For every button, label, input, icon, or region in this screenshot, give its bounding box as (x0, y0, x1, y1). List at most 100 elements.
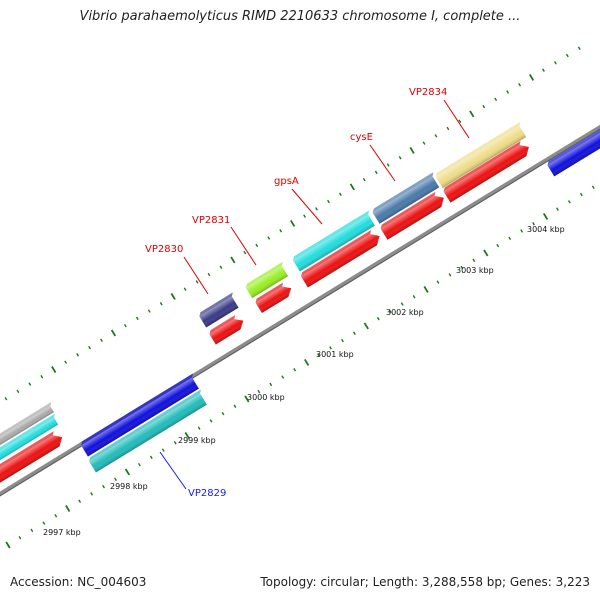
feature-cyan-left[interactable] (0, 413, 61, 467)
scale-tick-inner (78, 499, 82, 503)
feature-gpsa-red[interactable] (300, 228, 383, 288)
scale-tick-outer (506, 90, 510, 94)
feature-vp2830[interactable] (198, 292, 241, 328)
scale-tick-inner (520, 229, 524, 233)
scale-tick-outer (494, 97, 498, 102)
scale-tick-outer (290, 219, 296, 227)
scale-tick-outer (446, 126, 450, 131)
scale-tick-inner (556, 207, 559, 211)
scale-label-3004: 3004 kbp (527, 225, 565, 234)
scale-tick-inner (483, 249, 489, 257)
scale-tick-inner (317, 353, 321, 357)
scale-tick-outer (327, 199, 330, 204)
scale-tick-inner (221, 411, 225, 416)
scale-label-2998: 2998 kbp (110, 482, 148, 491)
scale-tick-inner (54, 514, 58, 518)
scale-tick-inner (30, 528, 34, 533)
scale-tick-inner (423, 285, 429, 293)
gene-label-vp2831[interactable]: VP2831 (192, 215, 230, 226)
accession-text: Accession: NC_004603 (10, 575, 147, 589)
scale-tick-outer (315, 207, 318, 211)
gene-label-vp2830[interactable]: VP2830 (145, 244, 183, 255)
scale-tick-outer (398, 156, 402, 160)
scale-tick-outer (409, 146, 415, 154)
scale-tick-inner (161, 448, 165, 452)
scale-tick-outer (16, 389, 20, 394)
feature-vp2831-red[interactable] (254, 280, 294, 314)
scale-tick-inner (197, 426, 201, 430)
scale-tick-inner (341, 338, 344, 343)
gene-features (0, 119, 600, 485)
feature-gpsa[interactable] (292, 210, 378, 272)
scale-tick-outer (183, 287, 187, 291)
scale-tick-outer (230, 256, 236, 264)
leader-vp2831 (230, 226, 257, 266)
scale-tick-inner (436, 280, 440, 284)
scale-tick-outer (374, 170, 378, 175)
scale-tick-outer (28, 382, 32, 386)
feature-blue-right[interactable] (546, 119, 600, 177)
scale-tick-outer (51, 366, 57, 373)
feature-gray[interactable] (0, 402, 57, 454)
scale-tick-inner (304, 358, 310, 366)
scale-tick-outer (565, 53, 569, 58)
scale-label-3001: 3001 kbp (316, 350, 354, 359)
feature-vp2831[interactable] (244, 261, 290, 299)
scale-label-3000: 3000 kbp (247, 393, 285, 402)
scale-ticks (4, 46, 595, 549)
gene-label-gpsa[interactable]: gpsA (274, 176, 299, 187)
scale-tick-inner (281, 375, 285, 379)
scale-tick-outer (469, 110, 475, 118)
scale-tick-outer (386, 163, 390, 167)
scale-tick-inner (542, 212, 549, 220)
scale-tick-inner (591, 185, 595, 189)
scale-tick-inner (114, 477, 117, 482)
gene-label-cyse[interactable]: cysE (350, 132, 373, 143)
scale-tick-inner (124, 468, 131, 476)
scale-tick-outer (195, 280, 199, 284)
scale-tick-inner (102, 484, 105, 489)
gene-labels: VP2830 VP2831 gpsA cysE VP2834 VP2829 (145, 87, 447, 499)
scale-tick-outer (4, 396, 8, 401)
scale-tick-inner (329, 346, 332, 350)
scale-tick-inner (376, 316, 380, 321)
feature-cyse[interactable] (371, 172, 442, 224)
leader-vp2830 (183, 256, 209, 295)
feature-vp2834[interactable] (434, 121, 529, 189)
scale-tick-outer (207, 272, 211, 277)
leader-vp2834 (443, 99, 470, 139)
scale-tick-inner (567, 200, 571, 204)
scale-tick-outer (303, 214, 307, 218)
feature-vp2830-red[interactable] (208, 313, 247, 345)
scale-tick-inner (65, 505, 71, 512)
gene-label-vp2834[interactable]: VP2834 (409, 87, 447, 98)
scale-tick-outer (135, 316, 139, 321)
scale-tick-inner (137, 462, 141, 467)
genome-summary-text: Topology: circular; Length: 3,288,558 bp… (260, 575, 590, 589)
scale-tick-outer (338, 192, 342, 196)
feature-blue-vp2829[interactable] (80, 373, 202, 457)
scale-tick-outer (528, 73, 535, 81)
scale-tick-outer (267, 236, 271, 240)
scale-tick-inner (233, 404, 237, 408)
gene-label-vp2829[interactable]: VP2829 (188, 488, 226, 499)
leader-vp2829 (159, 451, 187, 490)
scale-tick-outer (553, 61, 557, 65)
scale-label-2999: 2999 kbp (178, 436, 216, 445)
scale-tick-outer (40, 375, 44, 379)
scale-tick-outer (100, 338, 103, 343)
feature-teal-vp2829[interactable] (88, 389, 210, 473)
scale-tick-inner (472, 258, 476, 262)
scale-tick-inner (579, 192, 583, 197)
scale-tick-outer (88, 345, 91, 350)
scale-tick-inner (293, 368, 297, 372)
map-title: Vibrio parahaemolyticus RIMD 2210633 chr… (79, 9, 521, 24)
feature-vp2834-red[interactable] (442, 139, 532, 203)
scale-tick-inner (149, 455, 153, 460)
scale-tick-outer (123, 323, 127, 328)
leader-cyse (369, 144, 396, 182)
scale-tick-inner (460, 265, 464, 270)
feature-cyse-red[interactable] (379, 190, 447, 240)
feature-red-left[interactable] (0, 429, 66, 485)
scale-tick-outer (170, 293, 176, 300)
